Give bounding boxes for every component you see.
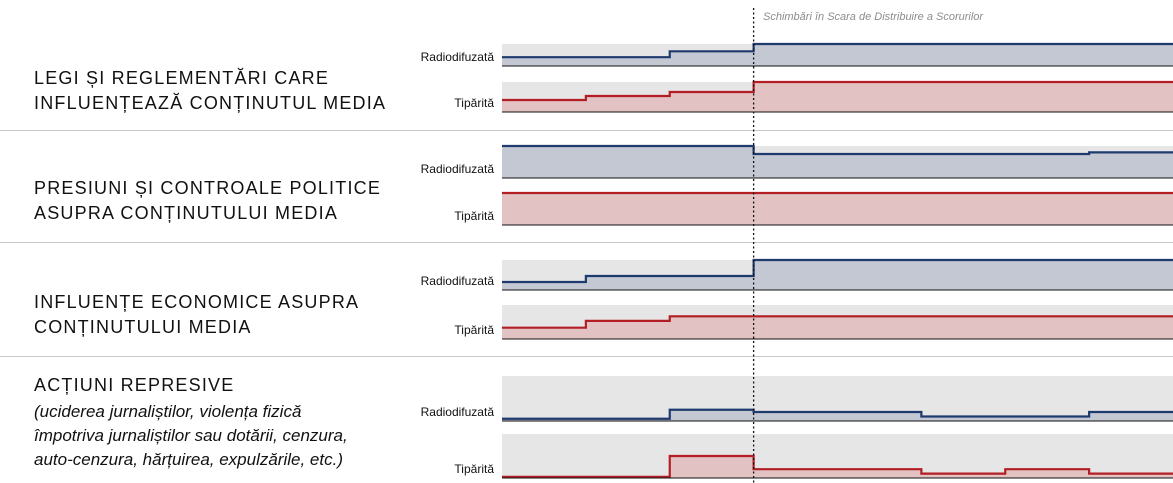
area-step (753, 260, 838, 290)
area-step (502, 282, 587, 290)
area-step (753, 154, 838, 178)
area-step (502, 100, 587, 112)
series-label: Radiodifuzată (420, 50, 494, 64)
area-step (753, 412, 838, 421)
area-step (1089, 44, 1173, 66)
area-step (585, 193, 671, 225)
series-label: Tipărită (454, 323, 494, 337)
area-step (669, 456, 755, 478)
category-title: LEGI ȘI REGLEMENTĂRI CARE (34, 68, 330, 88)
category-title: INFLUENȚE ECONOMICE ASUPRA (34, 292, 360, 312)
area-step (837, 82, 922, 112)
area-step (753, 44, 838, 66)
category-title: PRESIUNI ȘI CONTROALE POLITICE (34, 178, 382, 198)
area-step (1005, 260, 1090, 290)
area-step (1089, 260, 1173, 290)
series-label: Tipărită (454, 209, 494, 223)
category-subtitle: auto-cenzura, hărțuirea, expulzările, et… (34, 450, 343, 469)
category-separator (0, 242, 1173, 243)
area-step (1089, 193, 1173, 225)
category-title: CONȚINUTULUI MEDIA (34, 317, 252, 337)
area-step (753, 316, 838, 339)
area-step (669, 409, 755, 421)
area-step (1005, 416, 1090, 421)
area-step (837, 154, 922, 178)
area-step (502, 418, 587, 421)
area-step (753, 193, 838, 225)
series-line (502, 80, 1173, 102)
series-line (502, 315, 1173, 329)
scale-change-annotation: Schimbări în Scara de Distribuire a Scor… (763, 11, 984, 23)
area-step (585, 57, 671, 66)
area-step (502, 57, 587, 66)
area-step (837, 316, 922, 339)
series-label: Radiodifuzată (420, 405, 494, 419)
area-step (669, 316, 755, 339)
area-step (1005, 82, 1090, 112)
area-step (1005, 193, 1090, 225)
area-step (1089, 152, 1173, 178)
area-step (1005, 44, 1090, 66)
series-line (502, 454, 1173, 478)
category-title: ACȚIUNI REPRESIVE (34, 375, 235, 395)
area-step (921, 82, 1006, 112)
area-step (1005, 316, 1090, 339)
category-subtitle: (uciderea jurnaliștilor, violența fizică (34, 402, 302, 421)
area-step (837, 44, 922, 66)
series-label: Radiodifuzată (420, 162, 494, 176)
area-step (502, 146, 587, 178)
series-line (502, 408, 1173, 420)
area-step (921, 416, 1006, 421)
area-step (585, 418, 671, 421)
area-step (1089, 316, 1173, 339)
series-label: Tipărită (454, 96, 494, 110)
series-line (502, 144, 1173, 156)
area-step (669, 276, 755, 290)
area-step (753, 82, 838, 112)
area-step (585, 96, 671, 112)
area-step (669, 51, 755, 66)
area-step (921, 260, 1006, 290)
category-title: ASUPRA CONȚINUTULUI MEDIA (34, 203, 339, 223)
area-step (921, 44, 1006, 66)
series-label: Tipărită (454, 462, 494, 476)
area-step (837, 193, 922, 225)
area-step (837, 412, 922, 421)
area-step (921, 316, 1006, 339)
area-step (585, 276, 671, 290)
area-step (502, 193, 587, 225)
area-step (921, 473, 1006, 478)
area-step (1089, 473, 1173, 478)
area-step (921, 193, 1006, 225)
category-subtitle: împotriva jurnaliștilor sau dotării, cen… (34, 426, 348, 445)
area-step (502, 327, 587, 339)
category-separator (0, 356, 1173, 357)
area-step (585, 146, 671, 178)
area-step (1005, 469, 1090, 478)
area-step (1089, 412, 1173, 421)
category-separator (0, 130, 1173, 131)
area-step (837, 260, 922, 290)
area-step (669, 193, 755, 225)
area-step (837, 469, 922, 478)
category-title: INFLUENȚEAZĂ CONȚINUTUL MEDIA (34, 93, 387, 113)
area-step (669, 146, 755, 178)
area-step (669, 92, 755, 112)
area-step (585, 320, 671, 339)
series-label: Radiodifuzată (420, 274, 494, 288)
area-step (921, 154, 1006, 178)
area-step (1005, 154, 1090, 178)
area-step (753, 469, 838, 478)
area-step (1089, 82, 1173, 112)
